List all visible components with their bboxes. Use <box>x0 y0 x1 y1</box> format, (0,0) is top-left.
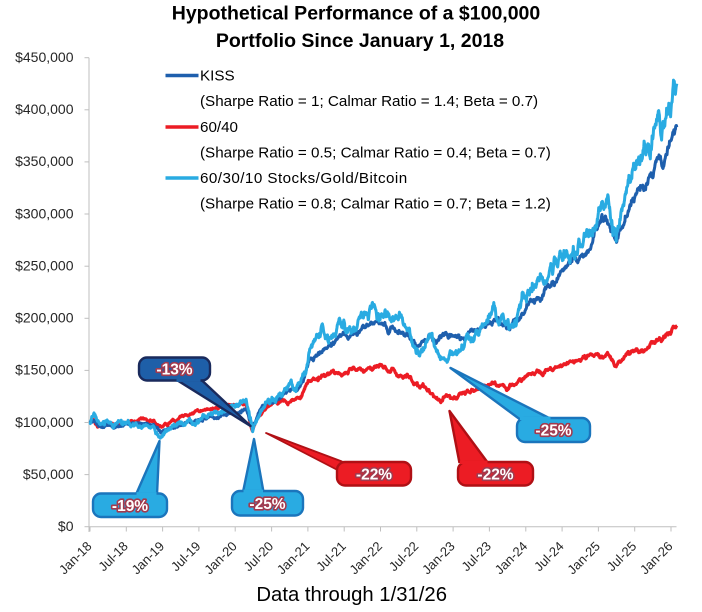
svg-text:$100,000: $100,000 <box>15 414 74 430</box>
svg-text:$200,000: $200,000 <box>15 310 74 326</box>
svg-text:60/30/10 Stocks/Gold/Bitcoin: 60/30/10 Stocks/Gold/Bitcoin <box>200 170 408 187</box>
svg-text:60/40: 60/40 <box>200 119 238 136</box>
svg-text:Hypothetical Performance of a: Hypothetical Performance of a $100,000 <box>172 3 541 25</box>
svg-text:$0: $0 <box>58 518 74 534</box>
svg-text:-22%: -22% <box>356 466 392 483</box>
svg-text:$350,000: $350,000 <box>15 153 74 169</box>
svg-text:-19%: -19% <box>112 498 148 515</box>
svg-text:$250,000: $250,000 <box>15 258 74 274</box>
svg-text:$400,000: $400,000 <box>15 101 74 117</box>
svg-text:KISS: KISS <box>200 68 235 85</box>
svg-text:$300,000: $300,000 <box>15 205 74 221</box>
svg-text:$50,000: $50,000 <box>23 466 74 482</box>
svg-text:-13%: -13% <box>156 362 192 379</box>
svg-text:-25%: -25% <box>249 496 285 513</box>
svg-text:-25%: -25% <box>535 423 571 440</box>
svg-text:Data through 1/31/26: Data through 1/31/26 <box>256 584 447 606</box>
svg-text:$150,000: $150,000 <box>15 362 74 378</box>
svg-text:$450,000: $450,000 <box>15 49 74 65</box>
svg-text:(Sharpe Ratio = 0.5; Calmar Ra: (Sharpe Ratio = 0.5; Calmar Ratio = 0.4;… <box>200 145 551 162</box>
svg-text:(Sharpe Ratio = 0.8; Calmar Ra: (Sharpe Ratio = 0.8; Calmar Ratio = 0.7;… <box>200 196 551 213</box>
svg-text:(Sharpe Ratio = 1; Calmar Rati: (Sharpe Ratio = 1; Calmar Ratio = 1.4; B… <box>200 93 538 110</box>
svg-text:Portfolio Since January 1, 201: Portfolio Since January 1, 2018 <box>216 30 504 52</box>
svg-text:-22%: -22% <box>477 466 513 483</box>
